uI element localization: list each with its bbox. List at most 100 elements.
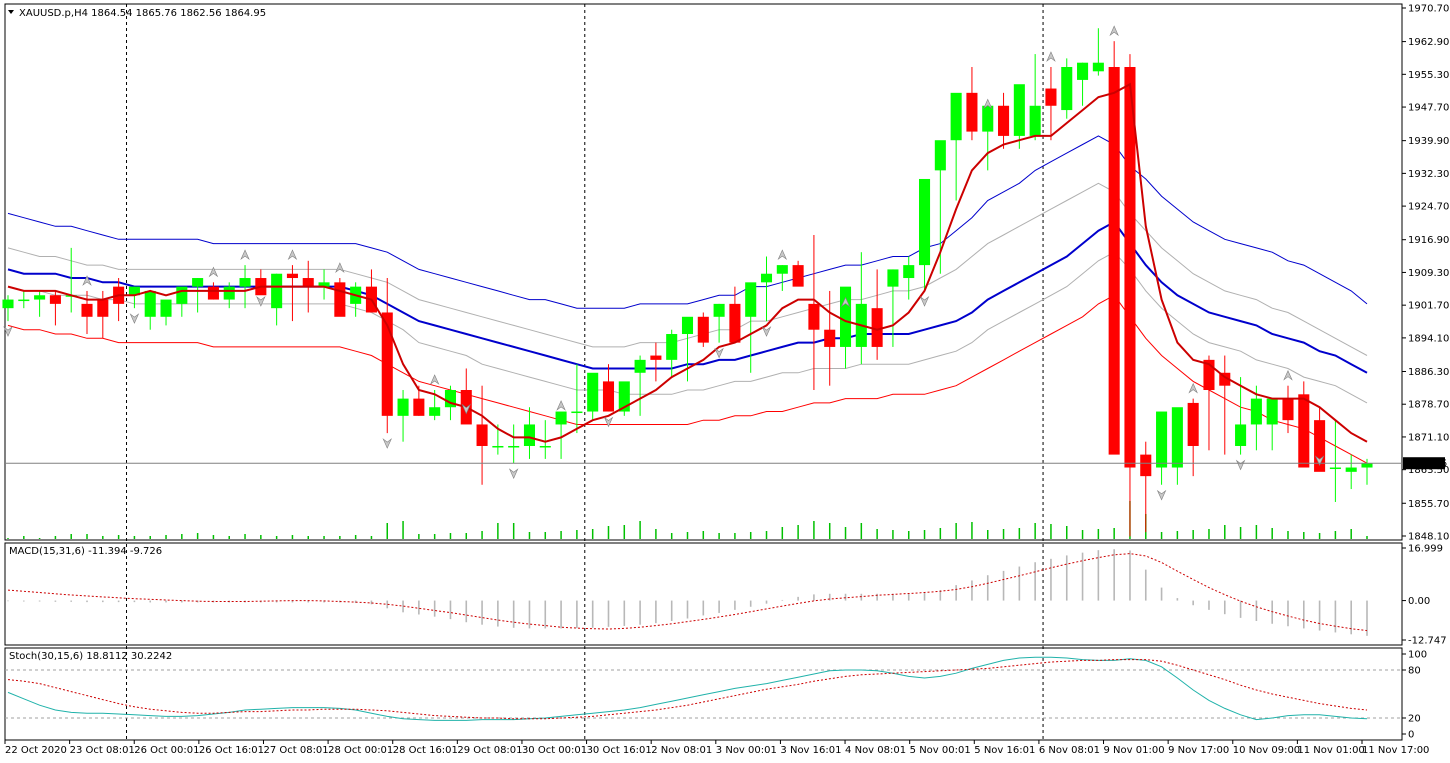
fractal-down-arrow [1314, 455, 1325, 467]
candle-body [476, 424, 488, 446]
candle [192, 278, 204, 313]
candle-body [776, 265, 788, 274]
candle [571, 364, 583, 434]
candle-body [34, 295, 46, 300]
candle [903, 256, 915, 300]
candle-body [1124, 67, 1136, 468]
candle [334, 278, 346, 317]
candle-body [1061, 67, 1073, 111]
candle [1108, 41, 1120, 455]
macd-signal-line [7, 553, 1368, 632]
candle-body [160, 299, 172, 317]
candle-body [555, 411, 567, 425]
candle-body [903, 265, 915, 279]
candle [1045, 67, 1057, 141]
candle-body [1298, 394, 1310, 468]
time-tick-label: 3 Nov 16:01 [780, 745, 841, 756]
candle [239, 265, 251, 309]
fractal-up-arrow [429, 374, 440, 385]
candle [871, 269, 883, 360]
price-tick-label: 1863.50 [1408, 465, 1449, 476]
stoch-tick-label: 100 [1408, 650, 1427, 661]
stoch-panel-frame [4, 647, 1403, 741]
macd-axis: 16.999 0.00 -12.747 [1402, 544, 1447, 647]
candle-body [381, 312, 393, 416]
stoch-tick-label: 80 [1408, 666, 1421, 677]
candle-body [950, 92, 962, 141]
time-tick-label: 9 Nov 01:00 [1104, 745, 1165, 756]
candle-body [618, 381, 630, 412]
candle [934, 140, 946, 274]
candle [1298, 381, 1310, 468]
current-price-label: 1864.95 [1406, 459, 1447, 470]
fractal-down-arrow [714, 347, 724, 359]
time-tick-label: 3 Nov 00:01 [716, 745, 777, 756]
price-tick-label: 1878.70 [1408, 400, 1449, 411]
fractal-down-arrow [919, 296, 930, 307]
fractal-up-arrow [240, 249, 250, 261]
candle [318, 269, 330, 300]
candle-body [1235, 424, 1247, 446]
candle [1219, 355, 1231, 455]
candle [1250, 385, 1262, 451]
candle [81, 290, 93, 335]
candle-body [413, 398, 425, 416]
candle-body [239, 278, 251, 287]
candle-body [144, 290, 156, 317]
candle-body [760, 273, 773, 283]
candle [476, 385, 488, 485]
candle-body [286, 273, 298, 279]
candle-body [1361, 463, 1373, 468]
candle-body [808, 303, 820, 330]
candle [271, 273, 283, 326]
volume-bars [7, 501, 1368, 539]
candle-body [602, 381, 615, 412]
macd-histogram [7, 549, 1368, 636]
candle [1124, 54, 1136, 537]
fractal-down-arrow [1156, 489, 1167, 501]
candle [587, 372, 599, 421]
price-tick-label: 1932.30 [1408, 169, 1449, 180]
fractal-down-arrow [461, 403, 472, 415]
candle-body [966, 92, 978, 132]
current-price-badge: 1864.95 [1403, 457, 1447, 470]
candle-body [1029, 105, 1041, 136]
candle-body [681, 316, 694, 335]
candle-body [697, 316, 709, 343]
price-tick-label: 1886.30 [1408, 367, 1449, 378]
band-lower-mid-line [7, 251, 1368, 404]
time-tick-label: 29 Oct 08:01 [457, 745, 522, 756]
candle-body [1282, 398, 1294, 421]
fractal-markers [3, 25, 1325, 501]
macd-title: MACD(15,31,6) -11.394 -9.726 [9, 546, 162, 557]
fractal-down-arrow [256, 296, 266, 307]
time-tick-label: 11 Nov 17:00 [1362, 745, 1429, 756]
candle [381, 278, 393, 434]
macd-panel-frame [4, 542, 1403, 646]
candle-body [1219, 372, 1231, 386]
macd-tick-label: -12.747 [1408, 636, 1447, 647]
candle [2, 295, 14, 322]
candle-body [523, 424, 536, 446]
stoch-axis: 100 80 20 0 [1402, 650, 1427, 741]
candle-body [334, 282, 346, 317]
candle [1329, 420, 1341, 502]
candle-body [271, 273, 283, 309]
price-tick-label: 1924.70 [1408, 202, 1449, 213]
candle-body [97, 299, 109, 317]
candle [539, 420, 551, 459]
price-tick-label: 1901.70 [1408, 301, 1449, 312]
price-tick-label: 1970.70 [1408, 4, 1449, 15]
fractal-up-arrow [983, 98, 993, 110]
candle-body [666, 334, 678, 360]
fractal-up-arrow [556, 400, 566, 411]
candle-body [745, 282, 757, 317]
fractal-up-arrow [82, 275, 92, 286]
candle [824, 290, 836, 386]
time-tick-label: 28 Oct 16:01 [393, 745, 458, 756]
price-tick-label: 1894.10 [1408, 333, 1449, 344]
time-tick-label: 22 Oct 2020 [5, 745, 67, 756]
candle-body [223, 286, 235, 300]
